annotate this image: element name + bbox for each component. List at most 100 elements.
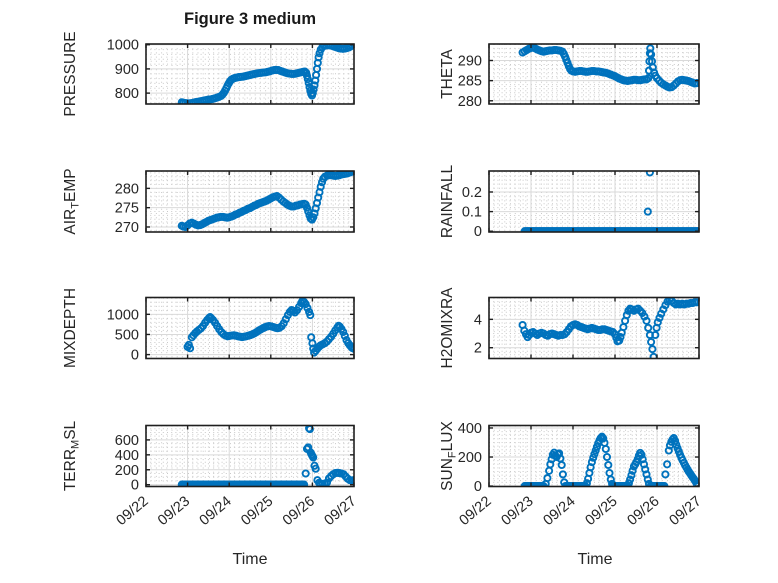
data-point-marker — [303, 303, 312, 312]
data-point-marker — [592, 442, 601, 451]
data-point-marker — [300, 480, 309, 487]
y-tick-label: 0 — [131, 478, 139, 494]
data-point-marker — [606, 475, 615, 484]
data-point-marker — [648, 345, 657, 354]
data-point-marker — [601, 444, 610, 454]
y-tick-label: 400 — [458, 421, 482, 437]
x-tick-label: 09/25 — [238, 493, 276, 529]
y-tick-label: 280 — [115, 181, 139, 197]
axes-box — [488, 296, 700, 360]
subplot-air_temp: 270 275 280 AIRTEMP — [62, 168, 355, 236]
y-tick-label: 200 — [458, 450, 482, 466]
x-tick-labels: 09/22 09/23 09/24 09/25 09/26 09/27 — [113, 493, 359, 529]
axes-box — [488, 170, 700, 233]
data-point-marker — [558, 470, 567, 479]
y-tick-label: 4 — [474, 312, 482, 328]
tick-marks — [488, 44, 700, 104]
data-series-air_temp — [177, 171, 354, 232]
data-point-marker — [340, 331, 349, 340]
data-point-marker — [692, 298, 699, 307]
data-point-marker — [556, 454, 565, 463]
data-point-marker — [309, 453, 318, 462]
x-axis-label-right: Time — [577, 551, 613, 568]
x-axis-label-left: Time — [232, 551, 268, 568]
data-series-sun_flux — [520, 432, 699, 487]
y-tick-label: 200 — [115, 463, 139, 479]
axes-box — [488, 43, 700, 105]
data-point-marker — [661, 470, 670, 479]
data-point-marker — [587, 458, 596, 467]
data-point-marker — [345, 171, 354, 177]
subplot-h2omixra: 24 H2OMIXRA — [439, 287, 700, 369]
x-tick-label: 09/26 — [280, 493, 318, 529]
x-tick-label: 09/26 — [624, 493, 662, 529]
subplot-pressure: 800 900 1000 PRESSURE — [62, 31, 355, 117]
data-point-marker — [651, 330, 660, 340]
y-axis-label-h2omixra: H2OMIXRA — [439, 287, 456, 369]
data-series-theta — [518, 44, 699, 92]
y-axis-label-pressure: PRESSURE — [62, 31, 79, 116]
figure-title: Figure 3 medium — [183, 10, 317, 28]
data-point-marker — [642, 316, 651, 325]
data-point-marker — [605, 468, 614, 478]
data-point-marker — [306, 311, 315, 320]
y-tick-labels: 0 200 400 — [458, 421, 482, 495]
data-point-marker — [557, 460, 566, 470]
data-point-marker — [644, 323, 653, 332]
data-point-marker — [663, 460, 672, 469]
data-point-marker — [186, 344, 195, 353]
y-tick-label: 280 — [458, 94, 482, 110]
data-point-marker — [653, 318, 662, 327]
data-series-pressure — [177, 44, 354, 104]
data-point-marker — [693, 480, 699, 487]
y-axis-label-mixdepth: MIXDEPTH — [62, 288, 79, 368]
data-point-marker — [622, 311, 631, 320]
tick-marks — [488, 297, 700, 359]
data-point-marker — [309, 85, 318, 94]
x-tick-label: 09/25 — [582, 493, 620, 529]
tick-marks — [145, 425, 355, 487]
y-tick-label: 285 — [458, 74, 482, 90]
subplot-mixdepth: 0 500 1000 MIXDEPTH — [62, 288, 355, 368]
data-point-marker — [626, 475, 635, 484]
minor-grid — [146, 297, 354, 359]
y-axis-label-rainfall: RAINFALL — [439, 165, 456, 239]
data-point-marker — [289, 306, 298, 315]
data-point-marker — [302, 203, 312, 212]
data-point-marker — [348, 44, 354, 50]
y-tick-label: 290 — [458, 54, 482, 70]
y-tick-labels: 270 275 280 — [115, 181, 139, 236]
y-tick-label: 1000 — [107, 38, 139, 54]
data-series-rainfall — [520, 171, 699, 232]
y-tick-labels: 280 285 290 — [458, 54, 482, 110]
major-grid — [489, 297, 699, 359]
data-point-marker — [644, 74, 653, 83]
data-point-marker — [314, 53, 323, 62]
y-tick-label: 400 — [115, 448, 139, 464]
data-point-marker — [604, 460, 613, 470]
tick-marks — [488, 425, 700, 487]
data-point-marker — [589, 453, 598, 462]
y-tick-label: 600 — [115, 433, 139, 449]
data-point-marker — [655, 313, 664, 322]
data-point-marker — [301, 469, 310, 478]
y-axis-label-terr_msl: TERRMSL — [62, 420, 82, 491]
data-point-marker — [347, 171, 354, 176]
data-point-marker — [616, 333, 625, 342]
data-point-marker — [591, 446, 600, 455]
x-tick-label: 09/23 — [155, 493, 193, 529]
y-tick-label: 500 — [115, 327, 139, 343]
subplot-rainfall: 0 0.1 0.2 RAINFALL — [439, 165, 700, 240]
y-axis-label-sun_flux: SUNFLUX — [439, 421, 459, 491]
y-tick-label: 0 — [474, 224, 482, 240]
axes-box — [145, 296, 355, 360]
y-tick-labels: 800 900 1000 — [107, 38, 139, 102]
data-point-marker — [647, 337, 656, 347]
data-series-terr_msl — [177, 425, 354, 487]
data-point-marker — [619, 323, 628, 332]
y-tick-labels: 24 — [474, 312, 482, 356]
tick-marks — [488, 171, 700, 232]
